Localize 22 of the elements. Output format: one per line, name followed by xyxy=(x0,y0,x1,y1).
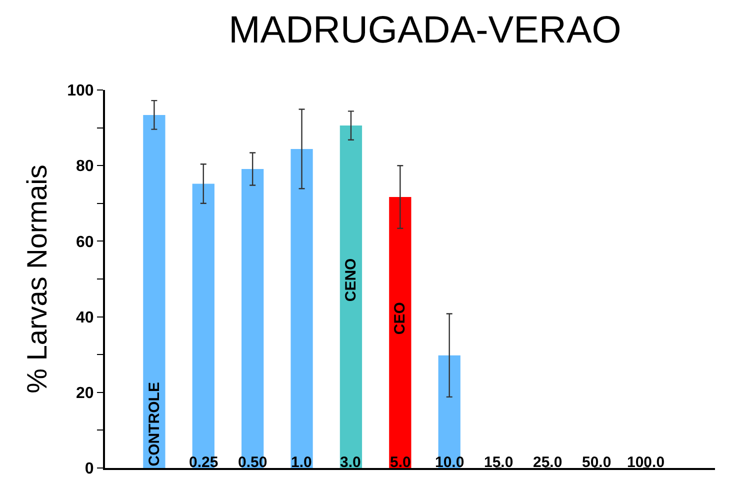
x-tick-label: 100.0 xyxy=(627,454,665,471)
annotation: CENO xyxy=(342,258,360,302)
x-tick-label: CONTROLE xyxy=(146,382,164,466)
y-tick-label: 40 xyxy=(76,309,94,326)
x-tick-label: 5.0 xyxy=(390,454,411,471)
y-tick-label: 60 xyxy=(76,234,94,251)
x-tick-label: 15.0 xyxy=(484,454,514,471)
y-tick-label: 80 xyxy=(76,158,94,176)
x-tick-label: 3.0 xyxy=(340,454,361,471)
bar xyxy=(340,126,362,468)
chart-title: MADRUGADA-VERAO xyxy=(228,10,622,52)
y-tick-label: 100 xyxy=(67,82,94,100)
y-tick-label: 0 xyxy=(84,460,94,478)
x-tick-label: 1.0 xyxy=(291,454,312,471)
y-tick-label: 20 xyxy=(76,385,94,402)
y-axis-title: % Larvas Normais xyxy=(21,164,52,394)
x-tick-label: 50.0 xyxy=(582,454,612,471)
bar xyxy=(389,196,412,468)
x-tick-label: 25.0 xyxy=(533,454,562,471)
annotation: CEO xyxy=(392,302,409,335)
bar xyxy=(290,148,313,468)
bar xyxy=(143,114,166,468)
